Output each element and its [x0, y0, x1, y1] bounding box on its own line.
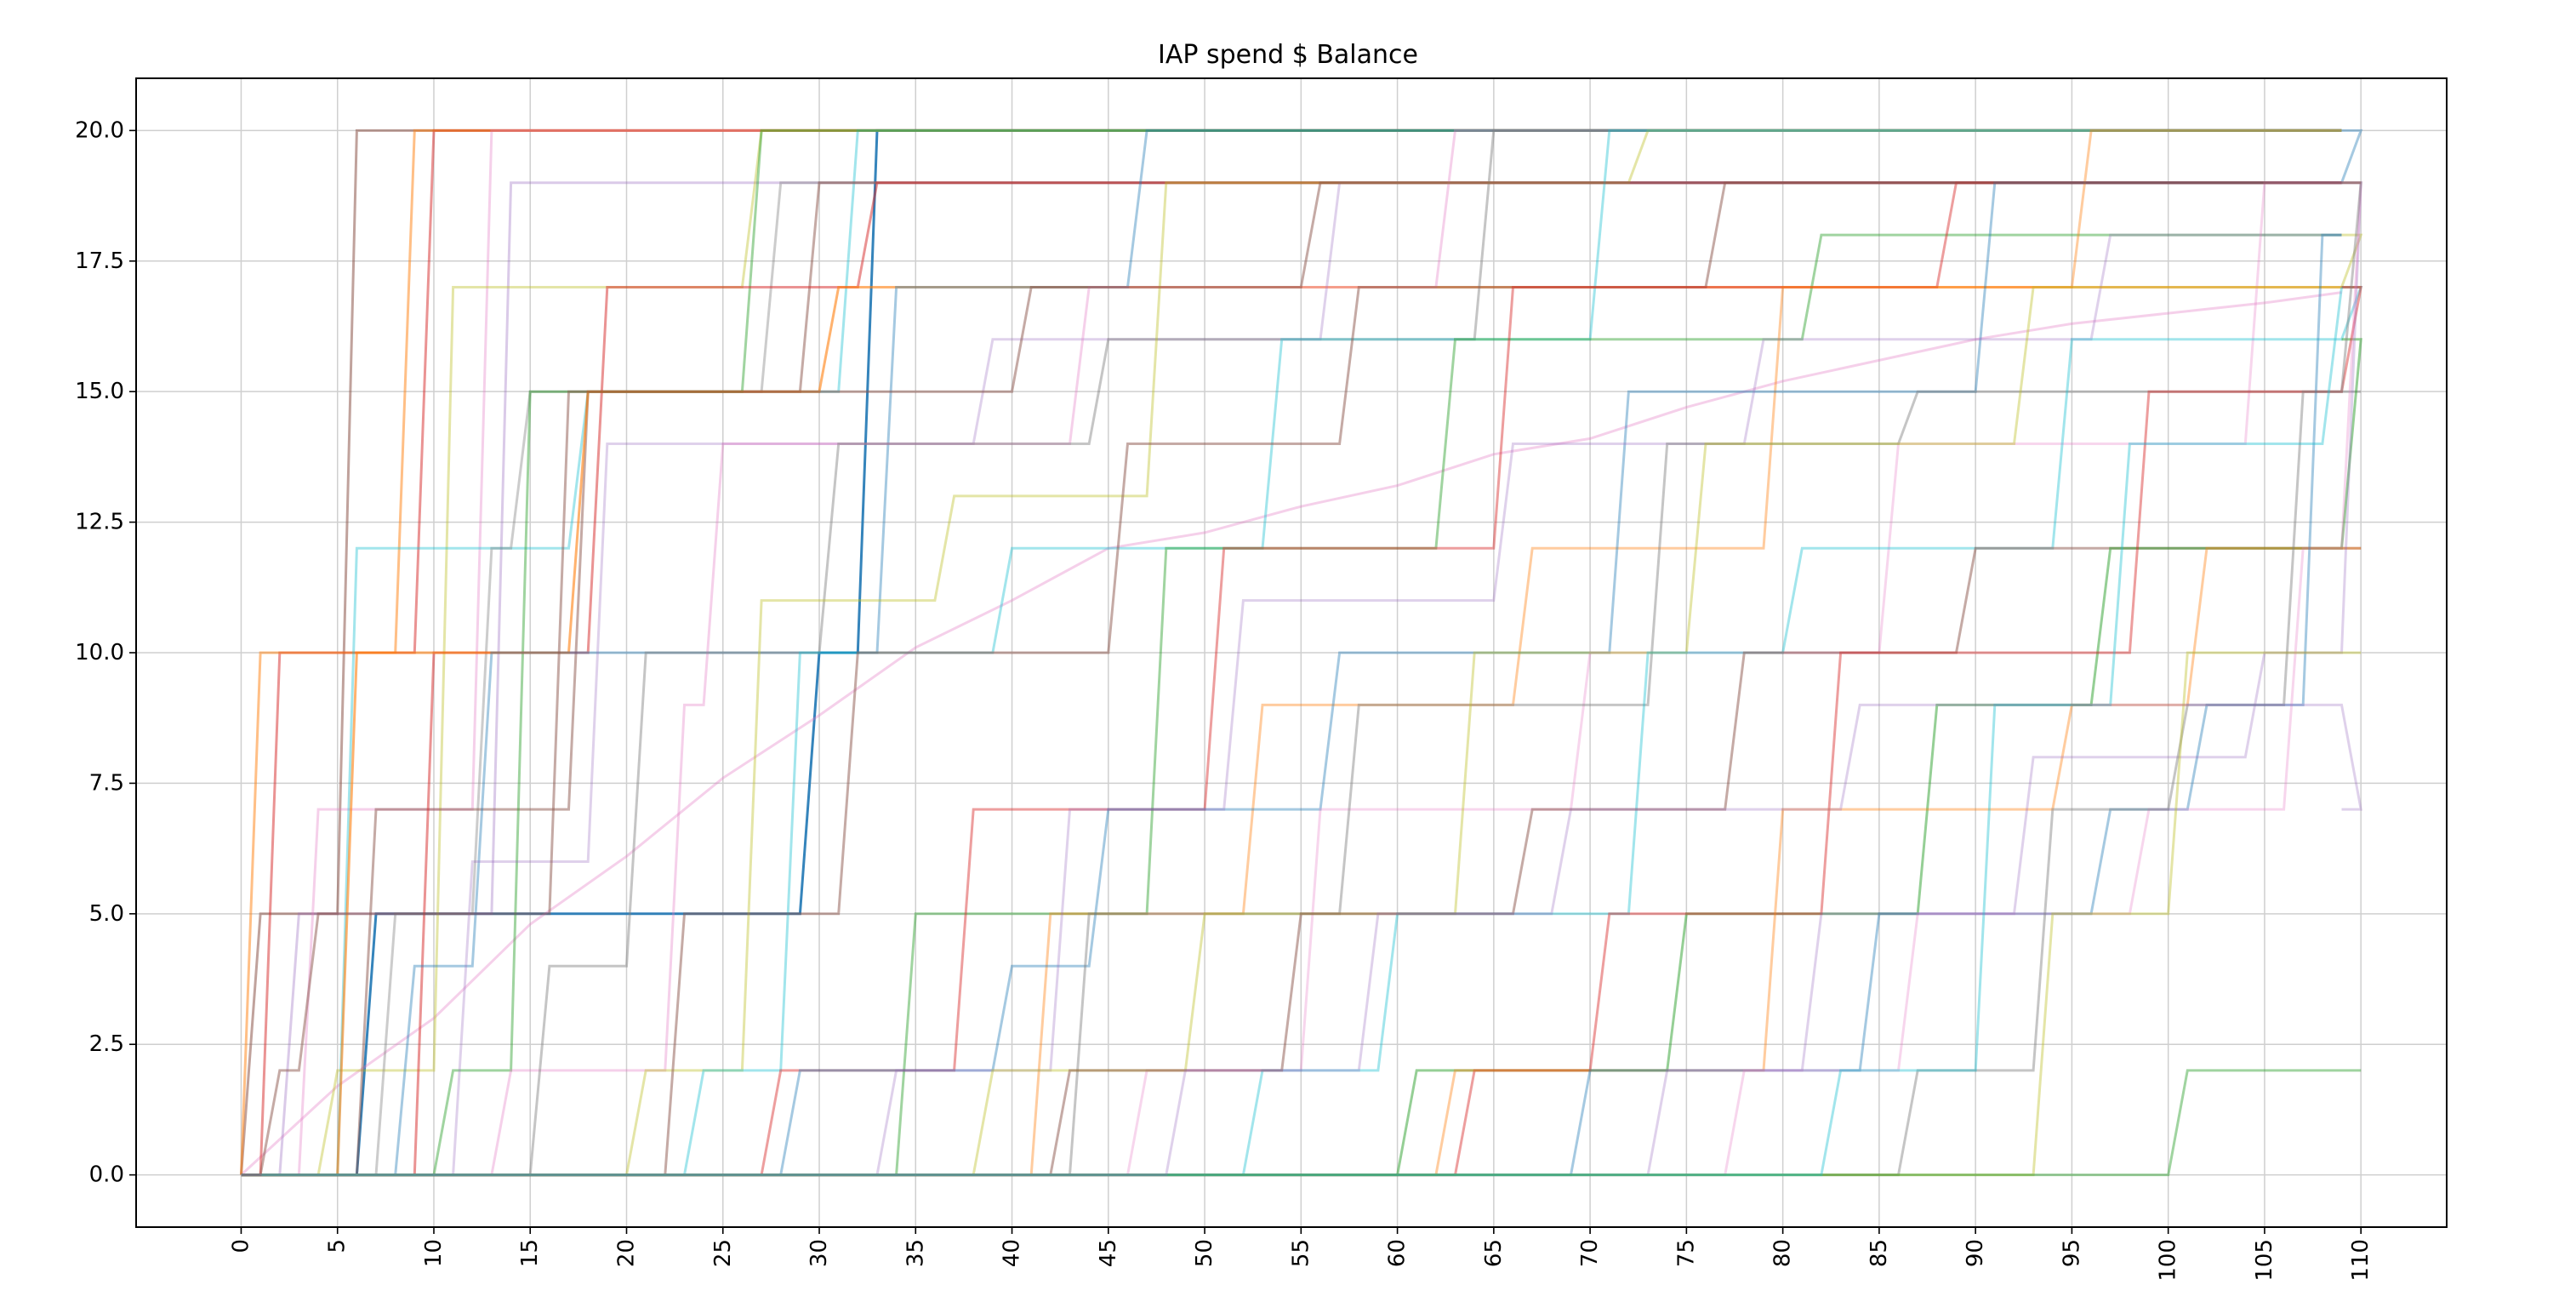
series-line-32: [241, 286, 2363, 1177]
series-layer: [240, 128, 2363, 1177]
x-tick-label: 100: [2156, 1239, 2181, 1282]
series-line-31: [241, 338, 2362, 1177]
x-tick-label: 75: [1673, 1239, 1699, 1267]
x-tick-label: 65: [1481, 1239, 1507, 1267]
x-tick-label: 110: [2348, 1239, 2374, 1282]
series-line-41: [241, 181, 2362, 1177]
chart-title: IAP spend $ Balance: [1158, 40, 1418, 70]
x-tick-label: 15: [517, 1239, 543, 1267]
series-line-25: [241, 233, 2342, 1177]
series-line-1: [240, 291, 2342, 1176]
series-line-16: [241, 128, 2342, 1177]
series-line-11: [241, 128, 2342, 1177]
series-line-33: [241, 546, 2362, 1177]
y-tick-label: 20.0: [75, 117, 124, 143]
series-line-37: [241, 181, 2362, 1177]
y-tick-label: 0.0: [89, 1162, 124, 1188]
y-tick-label: 2.5: [89, 1031, 124, 1057]
series-line-28: [241, 233, 2363, 1177]
y-tick-label: 10.0: [75, 640, 124, 665]
series-line-38: [241, 651, 2362, 1177]
x-tick-label: 30: [806, 1239, 832, 1267]
x-tick-label: 35: [903, 1239, 928, 1267]
series-line-20: [241, 181, 2342, 1177]
axes: 0 5 10 15 20 25 30 35 40 45 50 55 60 65 70 75 80 85 90 95 10…: [75, 117, 2374, 1281]
x-tick-label: 0: [228, 1239, 254, 1253]
x-tick-label: 40: [1000, 1239, 1025, 1267]
x-tick-label: 45: [1096, 1239, 1121, 1267]
series-line-7: [241, 128, 2342, 1177]
x-tick-label: 50: [1192, 1239, 1217, 1267]
y-tick-label: 17.5: [75, 248, 124, 274]
plot-frame: [135, 77, 2448, 1228]
series-line-42: [241, 703, 2363, 1177]
series-line-35: [241, 181, 2362, 1177]
series-line-36: [241, 181, 2362, 1177]
series-line-39: [241, 1069, 2362, 1177]
y-tick-label: 7.5: [89, 770, 124, 796]
series-line-14: [241, 128, 2342, 1177]
x-tick-label: 70: [1577, 1239, 1603, 1267]
x-tick-label: 95: [2059, 1239, 2084, 1267]
series-line-18: [241, 128, 2342, 1177]
x-tick-label: 20: [613, 1239, 639, 1267]
x-tick-label: 105: [2252, 1239, 2277, 1282]
y-tick-label: 15.0: [75, 379, 124, 404]
x-tick-label: 60: [1385, 1239, 1411, 1267]
y-tick-label: 5.0: [89, 901, 124, 927]
series-line-22: [241, 181, 2342, 1177]
series-line-17: [241, 128, 2342, 1177]
series-line-34: [241, 233, 2342, 1177]
series-line-15: [241, 181, 2342, 1177]
x-tick-label: 10: [421, 1239, 447, 1267]
x-tick-label: 55: [1288, 1239, 1314, 1267]
series-line-10: [241, 181, 2342, 1177]
grid: [136, 78, 2447, 1227]
series-line-19: [241, 128, 2342, 1177]
series-line-40: [241, 287, 2343, 1177]
x-tick-label: 80: [1770, 1239, 1796, 1267]
y-tick-label: 12.5: [75, 510, 124, 535]
x-tick-label: 5: [325, 1239, 350, 1253]
x-tick-label: 25: [710, 1239, 736, 1267]
x-tick-label: 85: [1866, 1239, 1892, 1267]
x-tick-label: 90: [1963, 1239, 1988, 1267]
